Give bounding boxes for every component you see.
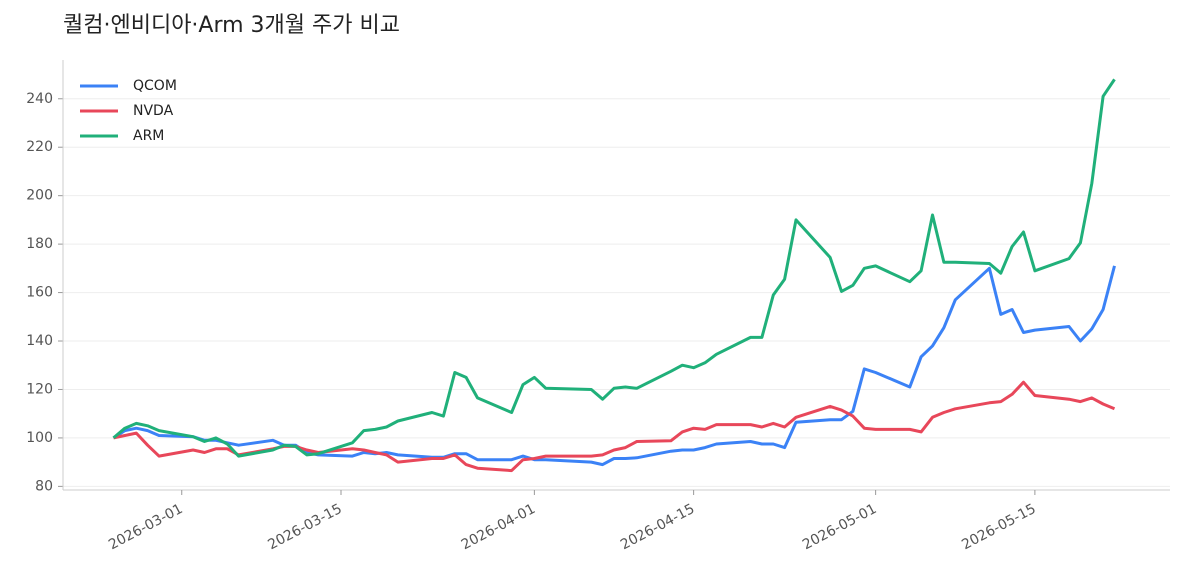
y-tick-label: 120 <box>26 381 53 397</box>
chart-title: 퀄컴·엔비디아·Arm 3개월 주가 비교 <box>63 13 400 38</box>
x-tick-label: 2026-03-01 <box>106 501 185 553</box>
y-tick-label: 220 <box>26 139 53 155</box>
y-tick-label: 80 <box>35 478 53 494</box>
y-tick-label: 160 <box>26 285 53 301</box>
x-tick-label: 2026-04-01 <box>459 501 538 553</box>
legend-label: QCOM <box>133 78 177 94</box>
y-tick-label: 180 <box>26 236 53 252</box>
series-line <box>112 265 1116 467</box>
legend-label: ARM <box>133 128 164 144</box>
y-tick-label: 140 <box>26 333 53 349</box>
y-tick-label: 100 <box>26 430 53 446</box>
x-tick-label: 2026-04-15 <box>618 501 697 553</box>
y-tick-label: 200 <box>26 188 53 204</box>
series-line <box>112 78 1116 458</box>
y-tick-label: 240 <box>26 91 53 107</box>
legend-label: NVDA <box>133 103 174 119</box>
x-tick-label: 2026-05-15 <box>959 501 1038 553</box>
x-tick-label: 2026-05-01 <box>800 501 879 553</box>
x-tick-label: 2026-03-15 <box>265 501 344 553</box>
